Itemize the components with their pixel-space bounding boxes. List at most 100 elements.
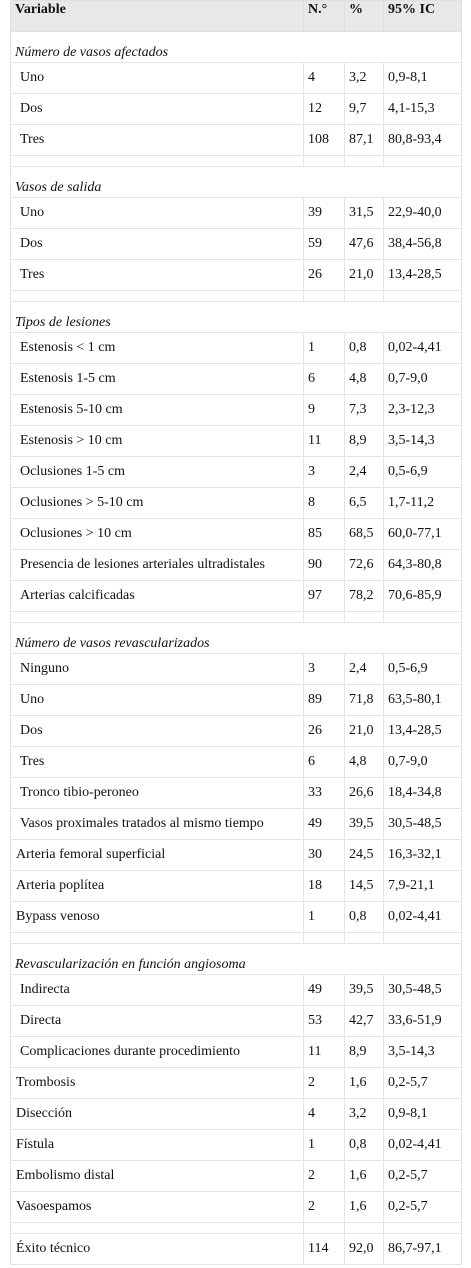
spacer-cell (383, 932, 462, 944)
variable-cell: Uno (10, 62, 304, 94)
table-row: Estenosis < 1 cm 1 0,8 0,02-4,41 (10, 332, 462, 364)
ci-cell: 0,7-9,0 (383, 363, 462, 395)
ci-cell: 7,9-21,1 (383, 870, 462, 902)
table-row: Uno 4 3,2 0,9-8,1 (10, 62, 462, 94)
percent-cell: 21,0 (344, 259, 384, 291)
variable-cell: Dos (10, 715, 304, 747)
n-cell: 97 (303, 580, 345, 612)
n-cell: 2 (303, 1160, 345, 1192)
percent-cell: 9,7 (344, 93, 384, 125)
spacer-row (10, 290, 462, 302)
spacer-cell (383, 1222, 462, 1234)
ci-cell: 3,5-14,3 (383, 1036, 462, 1068)
table-row: Complicaciones durante procedimiento 11 8,… (10, 1036, 462, 1068)
table-row: Indirecta 49 39,5 30,5-48,5 (10, 974, 462, 1006)
n-cell: 6 (303, 746, 345, 778)
ci-cell: 86,7-97,1 (383, 1233, 462, 1265)
variable-cell: Arteria poplítea (10, 870, 304, 902)
ci-cell: 30,5-48,5 (383, 974, 462, 1006)
percent-cell: 0,8 (344, 332, 384, 364)
spacer-cell (383, 155, 462, 167)
percent-cell: 3,2 (344, 1098, 384, 1130)
n-cell: 2 (303, 1067, 345, 1099)
n-cell: 4 (303, 1098, 345, 1130)
spacer-cell (344, 290, 384, 302)
n-cell: 8 (303, 487, 345, 519)
variable-cell: Oclusiones > 5-10 cm (10, 487, 304, 519)
n-cell: 11 (303, 1036, 345, 1068)
n-cell: 30 (303, 839, 345, 871)
percent-cell: 39,5 (344, 808, 384, 840)
variable-cell: Ninguno (10, 653, 304, 685)
section-row: Número de vasos afectados (10, 31, 462, 63)
percent-cell: 31,5 (344, 197, 384, 229)
table-row: Oclusiones 1-5 cm 3 2,4 0,5-6,9 (10, 456, 462, 488)
ci-cell: 18,4-34,8 (383, 777, 462, 809)
percent-cell: 1,6 (344, 1067, 384, 1099)
section-row: Tipos de lesiones (10, 301, 462, 333)
n-cell: 114 (303, 1233, 345, 1265)
table-row: Estenosis 5-10 cm 9 7,3 2,3-12,3 (10, 394, 462, 426)
spacer-cell (303, 932, 345, 944)
ci-cell: 1,7-11,2 (383, 487, 462, 519)
variable-cell: Vasos proximales tratados al mismo tiemp… (10, 808, 304, 840)
percent-cell: 72,6 (344, 549, 384, 581)
n-cell: 12 (303, 93, 345, 125)
results-table: Variable N.° % 95% IC Número de vasos af… (10, 0, 462, 1265)
ci-cell: 0,2-5,7 (383, 1160, 462, 1192)
table-row: Estenosis 1-5 cm 6 4,8 0,7-9,0 (10, 363, 462, 395)
ci-cell: 0,5-6,9 (383, 456, 462, 488)
n-cell: 6 (303, 363, 345, 395)
spacer-row (10, 1222, 462, 1234)
table-row: Oclusiones > 10 cm 85 68,5 60,0-77,1 (10, 518, 462, 550)
percent-cell: 2,4 (344, 653, 384, 685)
table-row: Dos 59 47,6 38,4-56,8 (10, 228, 462, 260)
variable-cell: Uno (10, 684, 304, 716)
spacer-cell (303, 155, 345, 167)
n-cell: 26 (303, 715, 345, 747)
spacer-cell (303, 611, 345, 623)
percent-cell: 1,6 (344, 1191, 384, 1223)
ci-cell: 22,9-40,0 (383, 197, 462, 229)
spacer-cell (10, 932, 304, 944)
percent-cell: 39,5 (344, 974, 384, 1006)
n-cell: 53 (303, 1005, 345, 1037)
n-cell: 4 (303, 62, 345, 94)
n-cell: 85 (303, 518, 345, 550)
n-cell: 39 (303, 197, 345, 229)
variable-cell: Arteria femoral superficial (10, 839, 304, 871)
variable-cell: Indirecta (10, 974, 304, 1006)
section-title: Número de vasos afectados (10, 31, 462, 63)
percent-cell: 1,6 (344, 1160, 384, 1192)
ci-cell: 0,02-4,41 (383, 1129, 462, 1161)
section-row: Vasos de salida (10, 166, 462, 198)
n-cell: 89 (303, 684, 345, 716)
ci-cell: 63,5-80,1 (383, 684, 462, 716)
ci-cell: 13,4-28,5 (383, 259, 462, 291)
variable-cell: Tres (10, 746, 304, 778)
header-n: N.° (303, 0, 345, 32)
table-row: Arterias calcificadas 97 78,2 70,6-85,9 (10, 580, 462, 612)
ci-cell: 30,5-48,5 (383, 808, 462, 840)
percent-cell: 14,5 (344, 870, 384, 902)
percent-cell: 2,4 (344, 456, 384, 488)
n-cell: 49 (303, 808, 345, 840)
variable-cell: Vasoespamos (10, 1191, 304, 1223)
percent-cell: 26,6 (344, 777, 384, 809)
spacer-cell (344, 611, 384, 623)
table-row: Ninguno 3 2,4 0,5-6,9 (10, 653, 462, 685)
header-variable: Variable (10, 0, 304, 32)
section-title: Revascularización en función angiosoma (10, 943, 462, 975)
table-row: Embolismo distal 2 1,6 0,2-5,7 (10, 1160, 462, 1192)
n-cell: 33 (303, 777, 345, 809)
header-ci: 95% IC (383, 0, 462, 32)
variable-cell: Tres (10, 259, 304, 291)
ci-cell: 80,8-93,4 (383, 124, 462, 156)
n-cell: 1 (303, 901, 345, 933)
ci-cell: 3,5-14,3 (383, 425, 462, 457)
spacer-row (10, 611, 462, 623)
variable-cell: Uno (10, 197, 304, 229)
section-title: Tipos de lesiones (10, 301, 462, 333)
header-percent: % (344, 0, 384, 32)
percent-cell: 8,9 (344, 1036, 384, 1068)
